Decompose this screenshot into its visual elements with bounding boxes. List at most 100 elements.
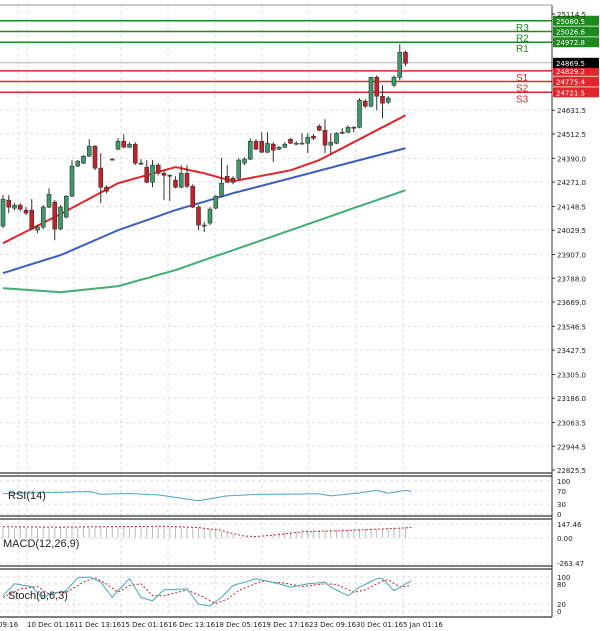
candle: [322, 119, 328, 154]
candle-body-down: [132, 143, 138, 164]
price-tick-label: 24148.5: [557, 203, 586, 211]
current-price-label: 24869.5: [556, 60, 585, 68]
current-price-tag: [553, 57, 599, 68]
axes: 25114.5 24631.5 24512.5 24390.0 24271.0 24148…: [0, 4, 586, 629]
candle: [351, 126, 357, 133]
candle-body-down: [311, 135, 316, 139]
candle-body-up: [213, 195, 219, 209]
pivot-price-tag: [553, 87, 599, 98]
candle: [132, 142, 138, 166]
rsi-tick-label: 70: [557, 488, 566, 496]
candle: [35, 225, 40, 234]
ma-slow-line: [2, 189, 406, 294]
candle: [29, 199, 35, 231]
candle-body-up: [138, 162, 144, 165]
candle-body-up: [385, 97, 391, 103]
candle-body-up: [247, 140, 253, 160]
candle-body-up: [334, 132, 339, 144]
candle-body-up: [265, 142, 270, 153]
rsi-tick-label: 0: [557, 511, 561, 519]
pivot-price-tag-label: 24829.2: [556, 68, 585, 76]
candle: [265, 132, 270, 154]
candle-body-up: [236, 159, 242, 179]
candle: [155, 163, 161, 176]
candle: [224, 165, 230, 184]
candle-body-down: [161, 172, 167, 176]
candle: [374, 75, 380, 111]
candle: [144, 160, 150, 184]
candle-body-up: [0, 198, 6, 227]
time-tick-label: 5 Jan 01:16: [403, 621, 443, 629]
candle-body-up: [178, 172, 184, 188]
price-tick-label: 24029.5: [557, 227, 586, 235]
candle: [81, 155, 86, 165]
grid: [0, 5, 552, 617]
candle: [242, 157, 247, 166]
pivot-price-tag: [553, 76, 599, 87]
rsi-tick-label: 30: [557, 501, 566, 509]
time-tick-label: 30 Dec 01:16: [356, 621, 404, 629]
candles: [0, 44, 408, 241]
candle: [305, 133, 311, 154]
candle-body-down: [29, 209, 35, 230]
candle-body-down: [17, 204, 23, 210]
candle-body-down: [190, 185, 196, 208]
candle: [391, 75, 397, 88]
candle: [270, 142, 276, 163]
candle: [6, 195, 12, 214]
candle-body-down: [173, 179, 178, 188]
candle-body-up: [81, 155, 86, 164]
candle: [86, 139, 92, 158]
stoch-k-line: [2, 576, 412, 607]
candle: [138, 159, 144, 166]
time-tick-label: 16 Dec 13:16: [168, 621, 216, 629]
macd-signal-line: [3, 525, 412, 538]
candle-body-up: [35, 226, 40, 231]
price-tick-label: 22944.5: [557, 443, 586, 451]
candle-body-up: [357, 99, 362, 128]
candle: [0, 195, 6, 229]
candle: [213, 195, 219, 210]
candle: [178, 165, 184, 189]
price-tick-label: 23427.5: [557, 347, 586, 355]
pivot-levels: R3 25080.5 R2 25026.6 R1 24972.8 S1 24829.2 S2 24…: [0, 15, 599, 105]
stoch-d-line: [2, 577, 412, 605]
candle-body-down: [92, 145, 98, 169]
candle-body-down: [403, 52, 408, 64]
candle: [293, 141, 299, 146]
candle-body-down: [362, 100, 368, 107]
price-tick-label: 24271.0: [557, 179, 586, 187]
time-tick-label: 11 Dec 13:16: [74, 621, 122, 629]
candle-body-up: [397, 52, 403, 78]
pivot-price-tag: [553, 26, 599, 37]
ma-mid-line: [2, 147, 406, 275]
candle-body-down: [270, 143, 276, 151]
candle-body-up: [12, 204, 17, 209]
pivot-price-tag-label: 25080.5: [556, 18, 585, 26]
pivot-label-s2: S2: [516, 84, 529, 95]
candle: [161, 170, 167, 201]
pivot-label-r3: R3: [516, 23, 529, 34]
candle: [253, 139, 259, 151]
pivot-price-tag-label: 25026.6: [556, 29, 585, 37]
candle: [282, 142, 288, 149]
candle: [23, 207, 29, 216]
candle: [385, 96, 391, 105]
candle-body-up: [127, 143, 132, 148]
time-tick-label: 09:16: [0, 621, 19, 629]
candle-body-up: [150, 164, 155, 183]
candle: [380, 85, 385, 119]
price-tick-label: 24631.5: [557, 107, 586, 115]
pivot-price-tag-label: 24721.5: [556, 89, 585, 97]
stoch-tick-label: 80: [557, 581, 566, 589]
candle: [92, 145, 98, 171]
candle-body-up: [299, 142, 305, 145]
pivot-label-r2: R2: [516, 34, 529, 45]
candle: [236, 158, 242, 181]
price-tick-label: 22825.5: [557, 467, 586, 475]
candle-body-up: [167, 174, 173, 177]
macd-label: MACD(12,26,9): [3, 538, 79, 550]
candle: [230, 176, 236, 185]
macd-tick-label: -263.47: [557, 560, 584, 568]
